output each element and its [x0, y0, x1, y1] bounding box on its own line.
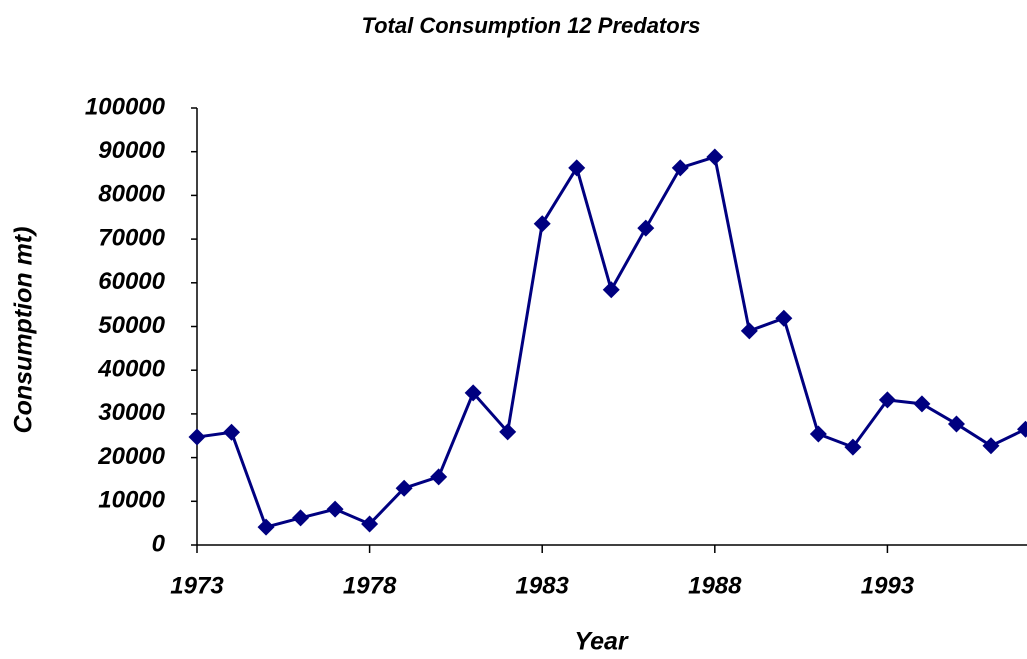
marker — [775, 309, 793, 327]
marker — [637, 219, 655, 237]
y-tick-label: 80000 — [98, 181, 165, 208]
marker — [257, 518, 275, 536]
y-tick-label: 70000 — [98, 224, 165, 251]
chart-title: Total Consumption 12 Predators — [361, 13, 700, 38]
marker — [947, 415, 965, 433]
marker — [982, 437, 1000, 455]
line — [196, 155, 1027, 529]
marker — [395, 479, 413, 497]
marker — [223, 423, 241, 441]
y-tick-label: 60000 — [98, 268, 165, 295]
marker — [533, 215, 551, 233]
y-tick-label: 20000 — [97, 443, 165, 470]
y-tick-label: 10000 — [98, 487, 165, 514]
x-tick-label: 1983 — [516, 572, 570, 599]
marker — [671, 159, 689, 177]
y-tick-label: 90000 — [98, 137, 165, 164]
x-axis-title: Year — [574, 628, 629, 656]
marker — [499, 423, 517, 441]
y-tick-label: 50000 — [98, 312, 165, 339]
y-tick-label: 100000 — [85, 93, 166, 120]
marker — [568, 159, 586, 177]
y-tick-label: 40000 — [97, 356, 165, 383]
marker — [740, 322, 758, 340]
y-axis-title: Consumption mt) — [10, 227, 38, 434]
x-tick-label: 1993 — [861, 572, 915, 599]
marker — [326, 500, 344, 518]
marker — [602, 281, 620, 299]
marker — [188, 428, 206, 446]
x-tick-label: 1978 — [343, 572, 397, 599]
marker — [878, 391, 896, 409]
marker — [464, 384, 482, 402]
x-tick-label: 1973 — [170, 572, 224, 599]
marker — [1017, 420, 1027, 438]
y-tick-label: 30000 — [98, 399, 165, 426]
x-tick-label: 1988 — [688, 572, 742, 599]
marker — [430, 468, 448, 486]
marker — [809, 425, 827, 443]
y-tick-label: 0 — [152, 530, 166, 557]
marker — [706, 148, 724, 166]
marker — [844, 438, 862, 456]
marker — [361, 515, 379, 533]
marker — [292, 509, 310, 527]
marker — [913, 395, 931, 413]
